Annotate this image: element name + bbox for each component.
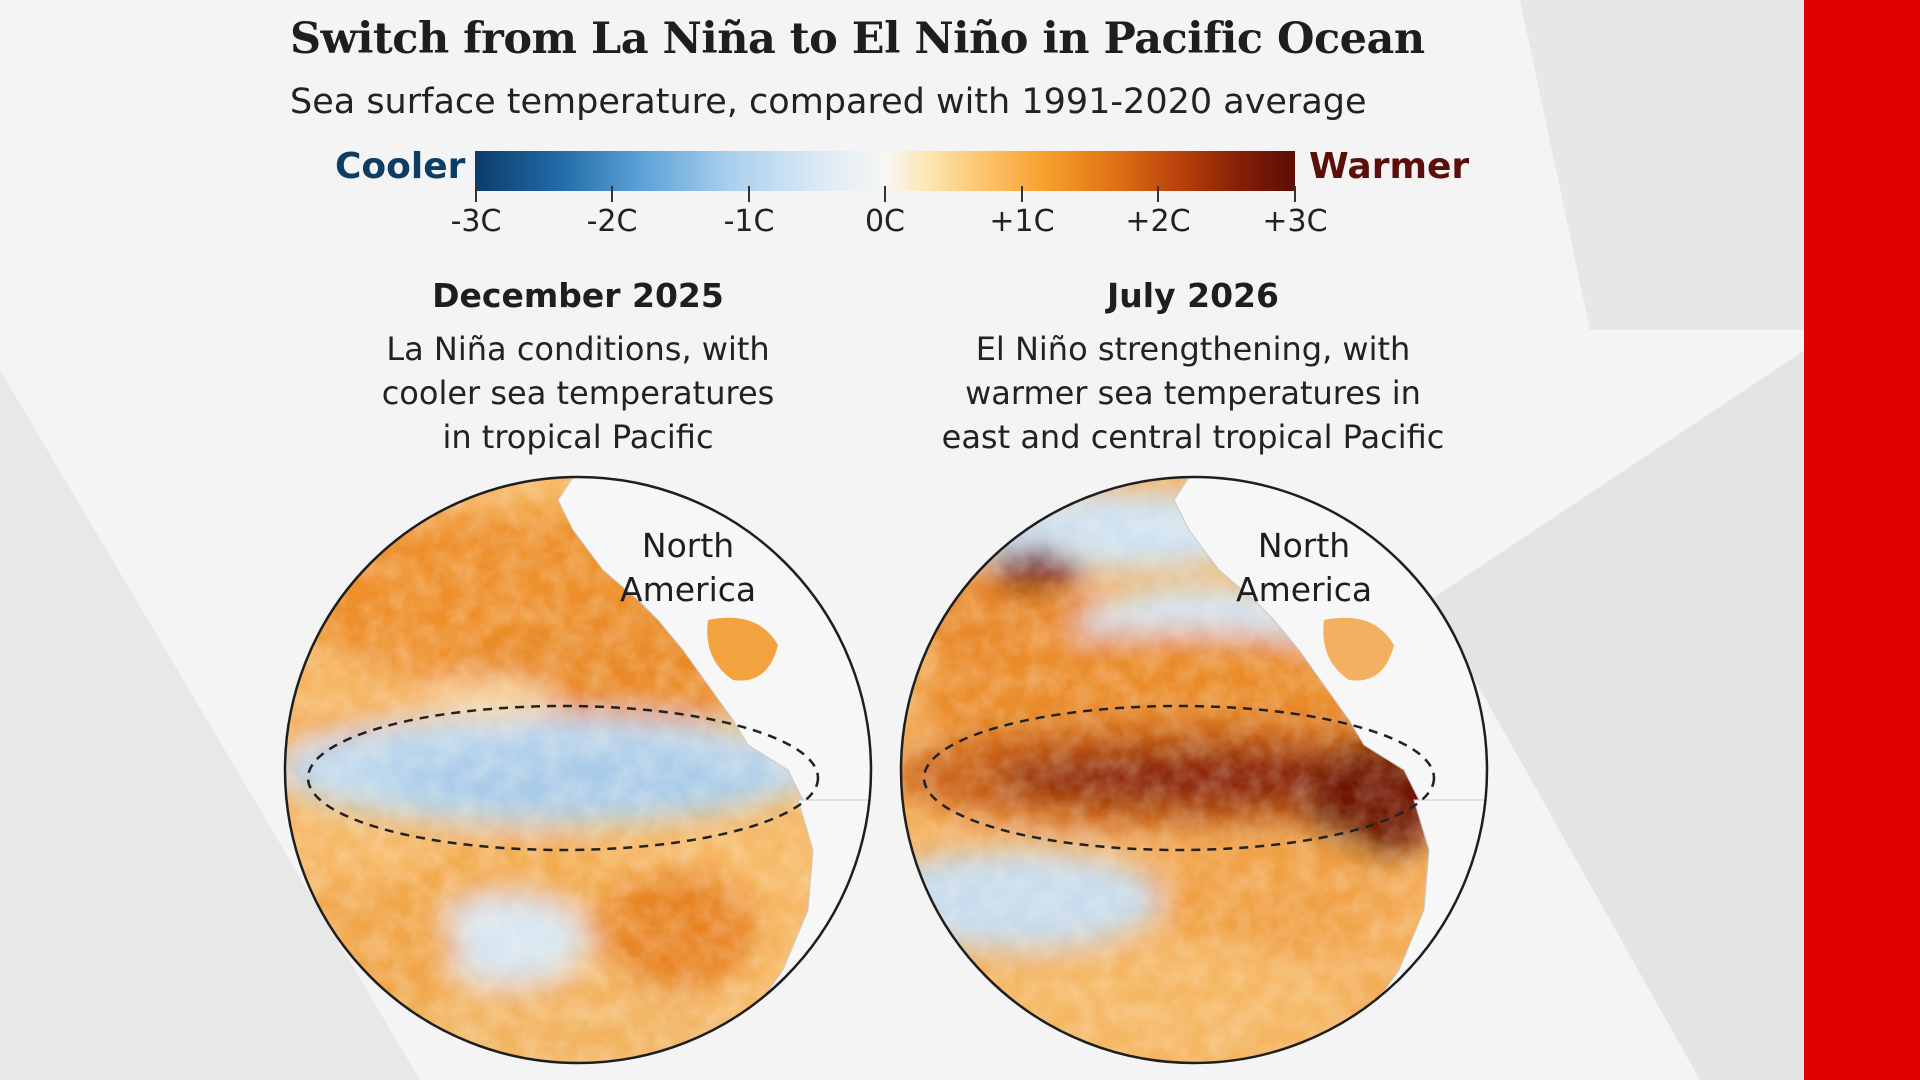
panel-description: La Niña conditions, with cooler sea temp… [298,327,858,459]
panel-description-line: east and central tropical Pacific [941,418,1445,456]
panel-description-line: cooler sea temperatures [381,374,775,412]
panel-description-line: La Niña conditions, with [386,330,770,368]
panel-description-line: warmer sea temperatures in [965,374,1421,412]
globe-outline [899,475,1489,1065]
region-label-line: North [641,526,735,565]
gulf-of-mexico [707,617,778,681]
brand-accent-bar [1804,0,1920,1080]
north-america-label: North America [620,524,756,612]
panel-description-line: in tropical Pacific [442,418,714,456]
nino-region-outline [306,704,820,852]
chart-title: Switch from La Niña to El Niño in Pacifi… [290,14,1425,64]
globe-outline [283,475,873,1065]
panel-december-2025-header: December 2025 La Niña conditions, with c… [298,276,858,459]
nino-region-outline [922,704,1436,852]
region-label-line: North [1257,526,1351,565]
panel-date: July 2026 [1107,276,1279,315]
globe-map-december-2025 [283,475,873,1065]
panel-date: December 2025 [432,276,724,315]
gulf-of-mexico [1323,617,1394,681]
panel-description: El Niño strengthening, with warmer sea t… [913,327,1473,459]
region-label-line: America [620,570,757,609]
chart-subtitle: Sea surface temperature, compared with 1… [290,82,1367,122]
panel-description-line: El Niño strengthening, with [975,330,1411,368]
north-america-label: North America [1236,524,1372,612]
globe-map-july-2026 [899,475,1489,1065]
region-label-line: America [1236,570,1373,609]
panel-july-2026-header: July 2026 El Niño strengthening, with wa… [913,276,1473,459]
